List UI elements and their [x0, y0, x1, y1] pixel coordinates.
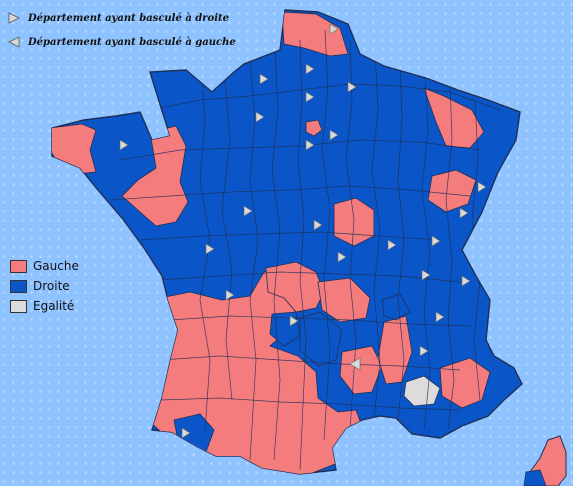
legend-switch-left-label: Département ayant basculé à gauche — [28, 36, 236, 48]
corsica-south — [523, 469, 547, 486]
marker-legend: Département ayant basculé à droite Dépar… — [8, 6, 236, 54]
legend-gauche-swatch — [10, 259, 27, 273]
legend-gauche-label: Gauche — [33, 259, 79, 273]
legend-switch-left: Département ayant basculé à gauche — [8, 30, 236, 54]
legend-switch-right: Département ayant basculé à droite — [8, 6, 236, 30]
region-rhone-droite — [381, 293, 411, 321]
legend-switch-right-label: Département ayant basculé à droite — [28, 12, 229, 24]
legend-droite-swatch — [10, 279, 27, 293]
region-cantal-droite — [299, 311, 343, 367]
region-var-gauche — [439, 357, 491, 409]
region-gard-herault-gauche — [339, 345, 383, 395]
legend-droite-label: Droite — [33, 279, 70, 293]
region-paris-gauche — [305, 119, 323, 137]
triangle-left-icon — [8, 36, 20, 48]
color-legend: Gauche Droite Egalité — [10, 256, 79, 316]
legend-droite: Droite — [10, 276, 79, 296]
legend-egalite-swatch — [10, 299, 27, 313]
region-vaucluse-egalite — [403, 375, 441, 407]
switch-left-marker — [349, 357, 361, 371]
region-nord-gauche — [281, 11, 349, 57]
region-bretagne-cotes-gauche — [121, 125, 189, 227]
legend-egalite-label: Egalité — [33, 299, 75, 313]
region-limousin-gauche — [265, 261, 325, 313]
region-doubs-gauche — [427, 169, 477, 213]
switch-right-markers — [119, 23, 487, 439]
region-bretagne-finistere-gauche — [52, 123, 97, 175]
triangle-right-icon — [8, 12, 20, 24]
legend-gauche: Gauche — [10, 256, 79, 276]
legend-egalite: Egalité — [10, 296, 79, 316]
